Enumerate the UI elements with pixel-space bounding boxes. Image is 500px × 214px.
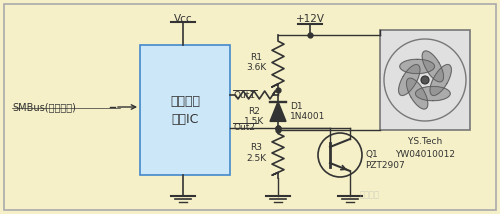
Text: 数字温度
传感IC: 数字温度 传感IC xyxy=(170,95,200,125)
Polygon shape xyxy=(416,86,450,101)
Text: D1
1N4001: D1 1N4001 xyxy=(290,102,326,121)
Circle shape xyxy=(421,76,429,84)
Polygon shape xyxy=(270,102,286,121)
Text: +12V: +12V xyxy=(296,14,324,24)
Polygon shape xyxy=(406,78,428,109)
Text: R2
1.5K: R2 1.5K xyxy=(244,107,264,126)
Bar xyxy=(380,30,470,130)
Text: Y.S.Tech
YW04010012: Y.S.Tech YW04010012 xyxy=(395,137,455,159)
Polygon shape xyxy=(430,64,452,95)
Text: R1
3.6K: R1 3.6K xyxy=(246,53,266,72)
Polygon shape xyxy=(398,64,420,95)
Text: Vcc: Vcc xyxy=(174,14,193,24)
Polygon shape xyxy=(422,51,444,82)
Text: R3
2.5K: R3 2.5K xyxy=(246,143,266,163)
Text: SMBus(至控制器): SMBus(至控制器) xyxy=(12,102,76,112)
Text: Out1: Out1 xyxy=(233,91,255,100)
Bar xyxy=(140,45,230,175)
Text: 电子发展: 电子发展 xyxy=(360,190,380,199)
Text: Q1
PZT2907: Q1 PZT2907 xyxy=(365,150,405,170)
Polygon shape xyxy=(400,59,434,74)
Text: Out2: Out2 xyxy=(233,123,255,132)
